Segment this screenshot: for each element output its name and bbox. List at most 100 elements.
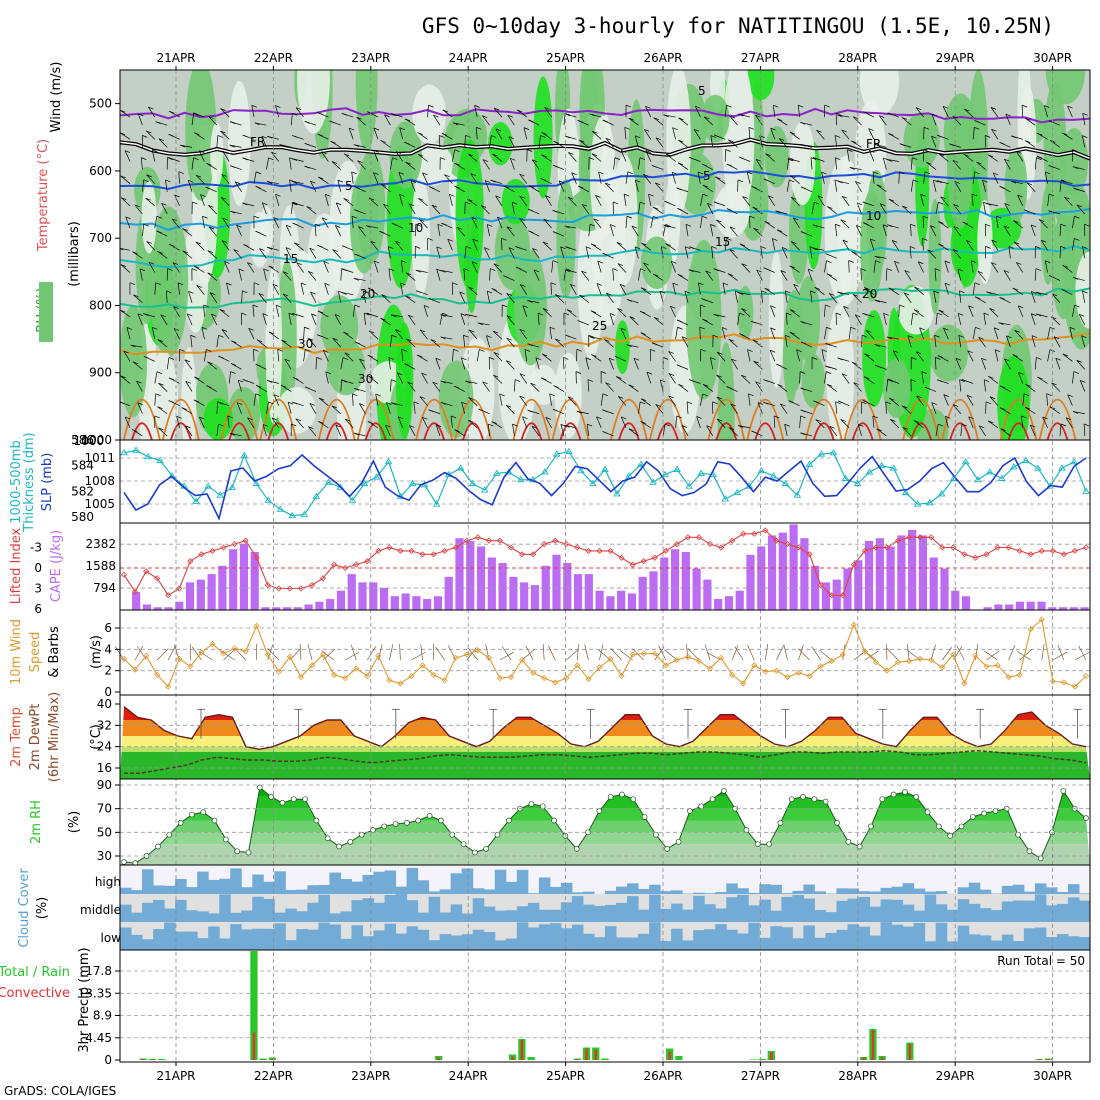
precip-conv-bar — [252, 1032, 256, 1060]
cape-bar — [218, 565, 227, 610]
wind-barb — [755, 115, 763, 126]
wind-barb — [395, 329, 404, 340]
wind-barb-flag — [789, 309, 796, 312]
cloud-cell — [946, 909, 959, 922]
wind-barb — [261, 202, 267, 215]
y-axis-label-wind10m: 10m Wind — [9, 619, 24, 685]
wind-barb-10m — [566, 649, 579, 661]
wind-barb — [221, 240, 230, 251]
wind-barb-flag — [291, 180, 297, 184]
wind-barb — [430, 339, 441, 348]
wind-barb-flag — [120, 401, 124, 404]
wind-speed-marker — [795, 669, 802, 676]
cloud-cell — [483, 906, 496, 922]
wind-barb-flag — [851, 361, 858, 365]
wind-barb-flag — [453, 349, 459, 352]
wind-barb-flag — [472, 238, 478, 242]
wind-barb-flag — [962, 221, 968, 225]
wind-barb — [220, 108, 230, 118]
wind-barb-flag — [665, 224, 671, 227]
wind-barb-flag — [185, 381, 191, 384]
wind-barb-flag — [976, 161, 982, 165]
wind-barb — [1043, 105, 1048, 118]
wind-barb — [126, 327, 131, 340]
wind-barb — [495, 128, 503, 140]
cloud-cell — [880, 922, 893, 950]
y-axis-label-temp-units-part: (°C) — [89, 724, 104, 750]
wind-barb — [146, 130, 156, 140]
wind-barb-flag — [664, 200, 670, 204]
wind-barb-flag — [242, 290, 248, 294]
wind-speed-marker — [773, 667, 780, 674]
wind-barb — [444, 174, 453, 184]
cape-bar — [735, 590, 744, 610]
isotherm-30 — [941, 398, 979, 440]
rh-marker — [653, 831, 659, 838]
wind-barb — [252, 304, 255, 317]
wind-barb — [259, 248, 267, 259]
wind-barb-flag — [1021, 104, 1028, 108]
wind-barb — [563, 268, 567, 281]
wind-speed-marker — [751, 662, 758, 669]
wind-barb — [659, 291, 664, 303]
wind-barb-flag — [954, 181, 960, 184]
wind-barb — [935, 202, 939, 215]
wind-barb-flag — [800, 186, 807, 190]
wind-barb-flag — [602, 409, 608, 413]
wind-barb — [390, 157, 393, 170]
wind-barb-flag — [398, 172, 405, 175]
wind-barb-flag — [697, 171, 704, 175]
wind-barb — [535, 357, 540, 370]
wind-barb-flag — [886, 268, 893, 271]
wind-barb — [678, 139, 689, 148]
wind-barb-flag — [423, 305, 430, 308]
wind-barb-flag — [602, 252, 608, 256]
wind-barb-flag — [966, 240, 972, 243]
li-marker — [342, 564, 349, 572]
wind-barb-flag — [729, 115, 735, 119]
wind-barb-flag — [796, 349, 802, 352]
wind-barb — [737, 313, 740, 326]
wind-barb — [121, 197, 131, 207]
wind-barb-flag — [222, 217, 228, 221]
wind-barb — [323, 261, 329, 273]
wind-barb — [1024, 406, 1036, 415]
wind-barb — [492, 153, 503, 162]
wind-barb — [413, 401, 416, 414]
li-marker — [1027, 551, 1034, 558]
wind-barb — [653, 206, 664, 215]
wind-barb — [467, 286, 478, 295]
wind-barb-flag — [729, 249, 735, 252]
wind-barb — [324, 194, 329, 206]
wind-speed-marker — [131, 666, 139, 673]
wind-barb — [154, 282, 157, 295]
wind-barb — [913, 420, 924, 429]
wind-barb-flag — [527, 409, 533, 413]
wind-barb — [165, 179, 168, 192]
wind-barb — [275, 105, 280, 118]
wind-barb-flag — [295, 418, 301, 422]
wind-barb-flag — [589, 223, 596, 227]
wind-barb-flag — [236, 224, 242, 228]
wind-barb — [373, 127, 379, 140]
rh-tick-label: 90 — [97, 778, 112, 792]
li-marker — [883, 544, 891, 551]
wind-barb-flag — [725, 149, 731, 152]
cloud-cell — [571, 924, 584, 950]
y-axis-label-thickness-dm: Thickness (dm) — [22, 432, 37, 532]
rh-marker — [675, 838, 682, 845]
wind-barb — [991, 129, 999, 140]
wind-barb-flag — [439, 135, 445, 138]
wind-barb — [505, 360, 515, 370]
wind-barb — [334, 314, 342, 326]
wind-barb — [910, 313, 914, 326]
wind-barb-flag — [158, 427, 164, 431]
wind-barb-flag — [904, 292, 910, 296]
wind-barb-flag — [431, 204, 438, 208]
contour-label: 5 — [698, 84, 706, 98]
wind-barb — [146, 174, 156, 184]
wind-barb-flag — [482, 159, 489, 162]
thickness-marker — [228, 483, 237, 490]
wind-barb — [308, 271, 317, 281]
wind-barb-flag — [143, 179, 149, 183]
